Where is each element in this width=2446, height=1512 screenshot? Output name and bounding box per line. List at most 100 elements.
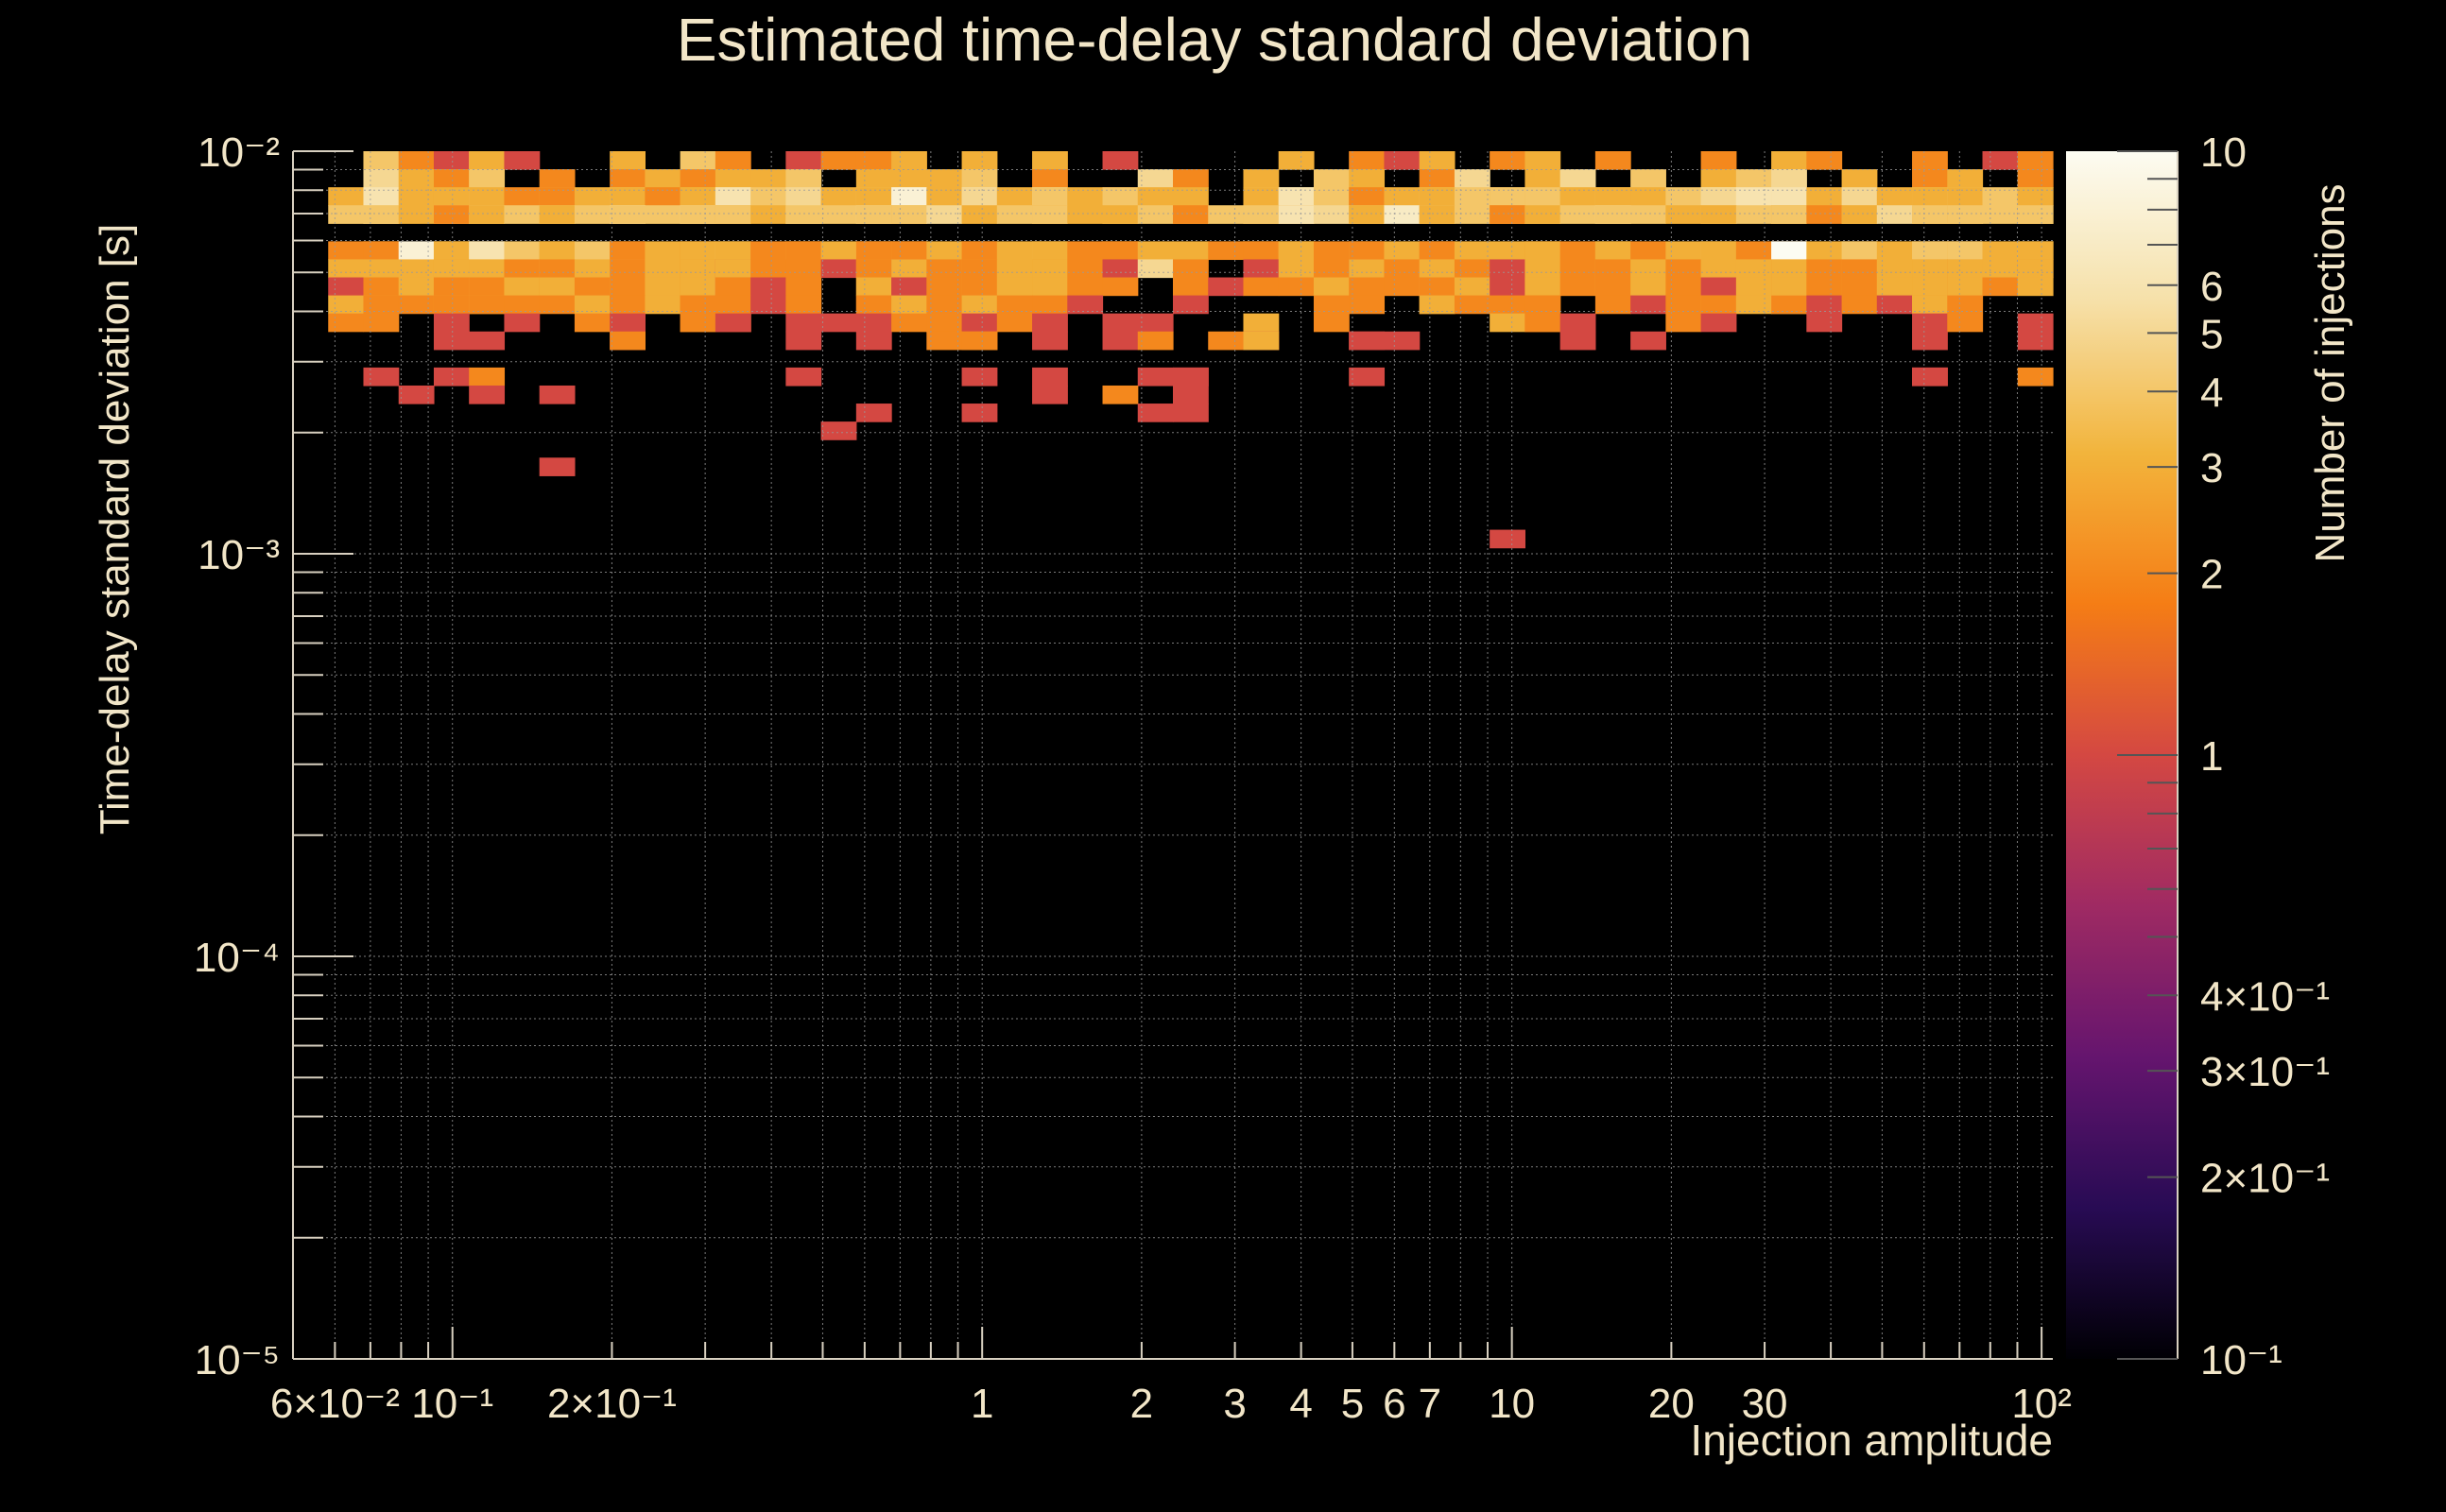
heatmap-cell [961,331,998,351]
heatmap-cell [785,151,822,170]
heatmap-cell [328,187,365,206]
heatmap-cell [398,169,435,188]
heatmap-cell [1419,205,1456,224]
heatmap-cell [574,241,611,261]
heatmap-cell [1490,313,1525,333]
heatmap-cell [1173,241,1209,261]
heatmap-cell [1243,169,1280,188]
heatmap-cell [926,313,963,333]
heatmap-cell [469,385,506,404]
heatmap-cell [1982,241,2019,261]
heatmap-cell [610,295,646,315]
heatmap-cell [785,187,822,206]
heatmap-cell [363,259,400,279]
heatmap-cell [1384,331,1421,351]
heatmap-cell [961,169,998,188]
heatmap-cell [891,259,927,279]
heatmap-cell [469,259,506,279]
heatmap-cell [750,205,786,224]
heatmap-cell [1032,241,1068,261]
heatmap-cell [1454,205,1490,224]
heatmap-cells [328,151,2054,549]
heatmap-cell [1102,313,1139,333]
heatmap-cell [328,295,365,315]
heatmap-cell [645,277,681,297]
heatmap-cell [1559,169,1596,188]
heatmap-cell [1384,151,1421,170]
heatmap-cell [785,367,822,387]
heatmap-cell [1137,259,1174,279]
heatmap-cell [961,205,998,224]
heatmap-cell [1806,277,1843,297]
heatmap-cell [574,259,611,279]
heatmap-cell [1419,295,1456,315]
heatmap-cell [574,205,611,224]
heatmap-cell [715,151,751,170]
heatmap-cell [1841,259,1878,279]
heatmap-cell [750,241,786,261]
x-tick-label: 6×10⁻² [270,1381,400,1427]
heatmap-cell [1982,187,2019,206]
heatmap-cell [1524,259,1561,279]
heatmap-cell [1067,205,1104,224]
heatmap-cell [785,331,822,351]
heatmap-cell [1349,241,1386,261]
heatmap-cell [1841,277,1878,297]
heatmap-cell [1243,277,1280,297]
heatmap-cell [1700,313,1737,333]
heatmap-cell [398,241,435,261]
heatmap-cell [996,205,1033,224]
heatmap-cell [539,205,576,224]
x-axis-label: Injection amplitude [1690,1416,2053,1465]
heatmap-cell [1665,313,1702,333]
heatmap-cell [996,277,1033,297]
heatmap-cell [1735,295,1772,315]
heatmap-cell [363,205,400,224]
heatmap-cell [1912,151,1948,170]
heatmap-cell [433,205,470,224]
heatmap-cell [1665,277,1702,297]
heatmap-cell [363,277,400,297]
heatmap-cell [891,205,927,224]
heatmap-cell [1771,151,1807,170]
heatmap-cell [891,169,927,188]
heatmap-cell [645,169,681,188]
heatmap-cell [1349,367,1386,387]
heatmap-cell [1243,313,1280,333]
heatmap-cell [398,385,435,404]
heatmap-cell [1454,241,1490,261]
heatmap-cell [1735,187,1772,206]
heatmap-cell [1102,187,1139,206]
heatmap-cell [539,187,576,206]
heatmap-cell [820,205,857,224]
heatmap-cell [715,313,751,333]
heatmap-cell [1490,277,1525,297]
heatmap-cell [926,259,963,279]
heatmap-cell [1524,295,1561,315]
heatmap-cell [1313,277,1350,297]
heatmap-cell [996,295,1033,315]
colorbar-tick-label: 2×10⁻¹ [2200,1156,2330,1202]
heatmap-cell [1419,187,1456,206]
heatmap-cell [855,169,892,188]
heatmap-cell [1700,259,1737,279]
x-tick-label: 5 [1341,1381,1364,1427]
heatmap-cell [433,277,470,297]
heatmap-cell [2017,187,2054,206]
heatmap-cell [1947,169,1984,188]
heatmap-cell [1594,259,1631,279]
heatmap-cell [398,205,435,224]
heatmap-cell [504,187,541,206]
heatmap-cell [1559,313,1596,333]
heatmap-cell [1771,295,1807,315]
colorbar-tick-label: 1 [2200,733,2223,780]
heatmap-cell [504,277,541,297]
x-tick-label: 4 [1289,1381,1312,1427]
heatmap-cell [1173,277,1209,297]
heatmap-cell [1559,187,1596,206]
heatmap-cell [610,151,646,170]
heatmap-cell [1137,313,1174,333]
heatmap-cell [398,295,435,315]
heatmap-cell [469,187,506,206]
heatmap-cell [1912,277,1948,297]
